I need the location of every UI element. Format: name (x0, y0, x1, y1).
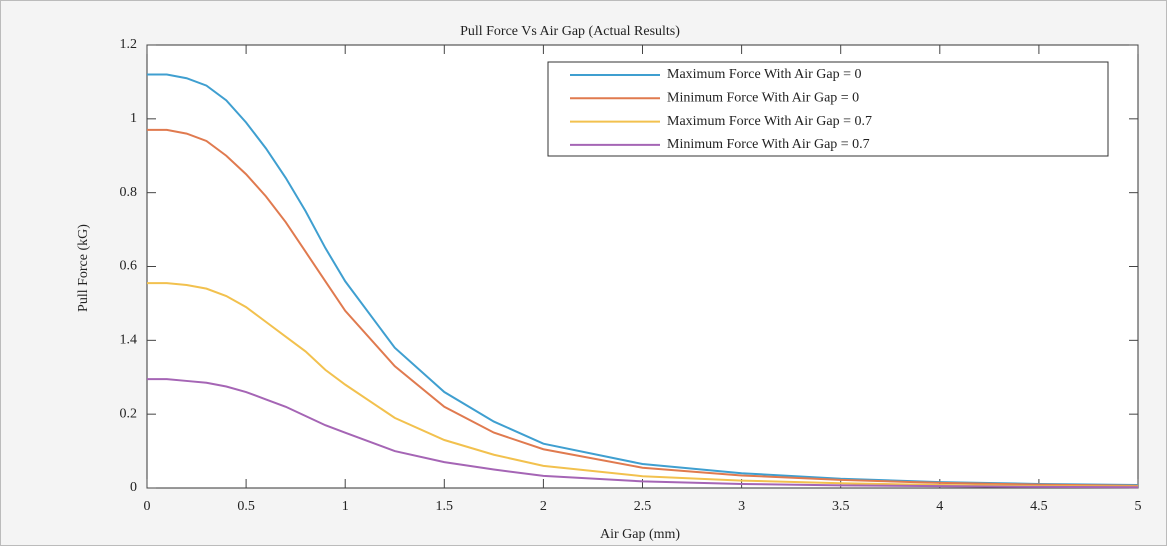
x-tick-label: 0.5 (237, 499, 255, 514)
y-tick-label: 0 (130, 480, 137, 495)
legend-label: Maximum Force With Air Gap = 0 (667, 67, 862, 82)
x-tick-label: 2 (540, 499, 547, 514)
series-line (147, 378, 1139, 489)
legend-box (547, 61, 1109, 157)
legend-label: Minimum Force With Air Gap = 0.7 (667, 137, 870, 152)
legend-label: Maximum Force With Air Gap = 0.7 (667, 114, 872, 129)
y-tick-label: 1.4 (120, 333, 138, 348)
chart-title: Pull Force Vs Air Gap (Actual Results) (460, 24, 680, 39)
x-tick-label: 1.5 (436, 499, 454, 514)
x-axis-label: Air Gap (mm) (600, 527, 680, 542)
y-tick-label: 0.2 (120, 406, 138, 421)
x-tick-label: 1 (342, 499, 349, 514)
y-tick-label: 0.6 (120, 259, 138, 274)
x-tick-label: 2.5 (634, 499, 652, 514)
x-tick-label: 4 (936, 499, 943, 514)
y-tick-label: 1 (130, 111, 137, 126)
x-tick-label: 3 (738, 499, 745, 514)
legend-label: Minimum Force With Air Gap = 0 (667, 91, 859, 106)
x-tick-label: 3.5 (832, 499, 850, 514)
series-line (147, 282, 1139, 488)
y-tick-label: 0.8 (120, 185, 138, 200)
y-axis-label: Pull Force (kG) (76, 224, 91, 312)
x-tick-label: 0 (144, 499, 151, 514)
y-tick-label: 1.2 (120, 37, 138, 52)
series-line (147, 128, 1139, 487)
x-tick-label: 5 (1135, 499, 1142, 514)
series-line (147, 73, 1139, 487)
x-tick-label: 4.5 (1030, 499, 1048, 514)
